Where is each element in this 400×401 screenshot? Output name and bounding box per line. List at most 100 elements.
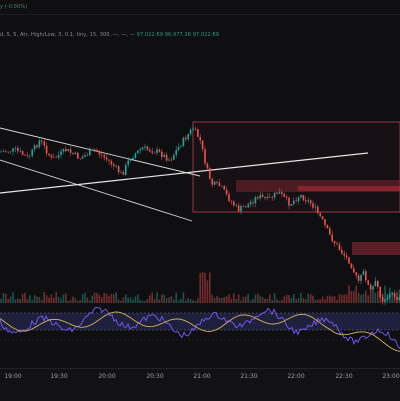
volume-bar	[302, 298, 305, 303]
volume-bar	[115, 292, 117, 303]
candle-body	[264, 196, 266, 199]
volume-bar	[96, 292, 98, 303]
volume-bar	[168, 297, 170, 303]
candle-body	[381, 297, 384, 302]
volume-bar	[266, 298, 269, 303]
candle-body	[329, 228, 331, 235]
candle-body	[374, 280, 377, 287]
top-divider	[0, 14, 400, 15]
volume-bar	[389, 287, 391, 303]
volume-bar	[357, 292, 360, 303]
candle-body	[79, 158, 81, 160]
time-label: 20:00	[98, 373, 116, 380]
volume-bar	[206, 280, 209, 303]
candlesticks	[0, 125, 400, 306]
volume-bar	[362, 293, 365, 303]
candle-body	[345, 255, 348, 258]
volume-bar	[259, 295, 261, 303]
candle-body	[89, 150, 91, 156]
volume-bar	[108, 296, 110, 303]
volume-bar	[285, 294, 288, 303]
volume-bars	[0, 272, 400, 303]
volume-bar	[341, 295, 343, 303]
candle-body	[84, 155, 86, 157]
candle-body	[389, 294, 391, 298]
volume-bar	[17, 298, 19, 303]
candle-body	[379, 286, 381, 298]
candle-body	[173, 154, 175, 160]
volume-bar	[113, 294, 115, 303]
volume-bar	[67, 300, 69, 303]
candle-body	[386, 297, 389, 300]
oscillator-fast-line	[0, 306, 400, 350]
candle-body	[137, 150, 139, 154]
candle-body	[31, 149, 33, 156]
volume-bar	[89, 300, 91, 303]
candle-body	[161, 151, 163, 158]
volume-bar	[233, 293, 235, 303]
volume-bar	[192, 300, 194, 303]
volume-bar	[249, 300, 252, 303]
candle-body	[60, 151, 62, 156]
volume-bar	[197, 298, 199, 303]
candle-body	[81, 156, 84, 159]
candle-body	[146, 146, 149, 150]
candle-body	[153, 152, 156, 154]
candle-body	[110, 160, 113, 165]
candle-body	[317, 206, 319, 214]
candle-body	[7, 151, 9, 153]
candle-body	[168, 159, 170, 161]
volume-bar	[319, 299, 321, 303]
indicator-legend[interactable]: d, 5, 5, Atr, High/Low, 3, 0.1, tiny, 15…	[0, 32, 219, 38]
candle-body	[396, 297, 398, 300]
candle-body	[24, 154, 26, 156]
volume-bar	[218, 297, 221, 303]
candle-body	[151, 151, 153, 153]
candle-body	[53, 157, 55, 158]
volume-bar	[12, 292, 14, 303]
volume-bar	[134, 296, 137, 303]
volume-bar	[209, 272, 211, 303]
candle-body	[350, 263, 353, 269]
price-chart-canvas[interactable]	[0, 0, 400, 368]
volume-bar	[201, 272, 204, 303]
volume-bar	[65, 293, 67, 303]
volume-bar	[269, 294, 271, 303]
volume-bar	[41, 299, 43, 303]
volume-bar	[177, 300, 180, 303]
volume-bar	[290, 298, 293, 303]
volume-bar	[91, 295, 93, 303]
volume-bar	[45, 295, 48, 303]
candle-body	[175, 149, 177, 155]
volume-bar	[247, 293, 249, 303]
time-axis[interactable]	[0, 368, 400, 401]
candle-body	[125, 165, 127, 175]
volume-bar	[38, 297, 41, 303]
volume-bar	[245, 296, 247, 303]
volume-bar	[276, 299, 278, 303]
volume-bar	[19, 298, 21, 303]
candle-body	[314, 206, 317, 208]
volume-bar	[264, 298, 266, 303]
volume-bar	[350, 291, 353, 303]
volume-bar	[235, 298, 237, 303]
candle-body	[187, 134, 189, 140]
volume-bar	[199, 273, 201, 303]
volume-bar	[331, 296, 333, 303]
candle-body	[69, 149, 72, 153]
volume-bar	[50, 294, 53, 303]
candle-body	[57, 155, 60, 158]
candle-body	[331, 234, 333, 242]
volume-bar	[84, 292, 86, 303]
candle-body	[189, 129, 192, 135]
candle-body	[295, 200, 297, 202]
volume-bar	[257, 293, 259, 303]
volume-bar	[144, 300, 146, 303]
oscillator-slow-line	[0, 311, 400, 352]
volume-bar	[125, 294, 127, 303]
volume-bar	[297, 297, 300, 303]
volume-bar	[53, 297, 55, 303]
volume-bar	[170, 296, 173, 303]
volume-bar	[153, 299, 156, 303]
